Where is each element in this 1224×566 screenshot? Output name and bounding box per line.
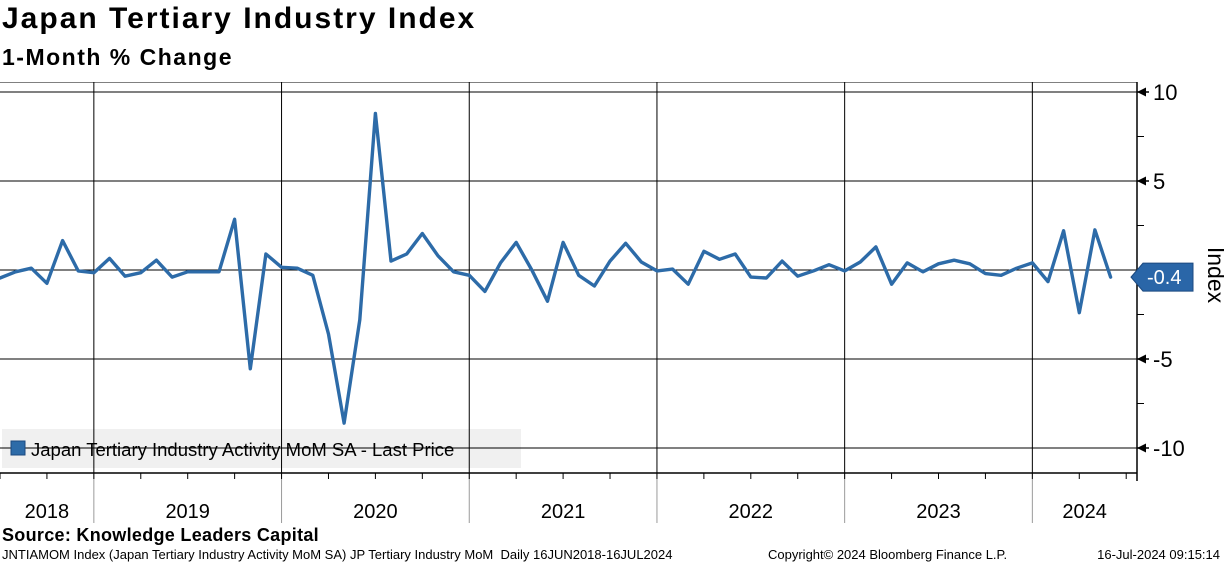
footer-timestamp: 16-Jul-2024 09:15:14 bbox=[1097, 547, 1220, 562]
year-label: 2019 bbox=[165, 501, 210, 523]
y-tick-label: 5 bbox=[1153, 169, 1165, 194]
year-label: 2023 bbox=[916, 501, 961, 523]
last-price-label: -0.4 bbox=[1147, 267, 1181, 289]
source-attribution: Source: Knowledge Leaders Capital bbox=[2, 525, 319, 545]
year-label: 2024 bbox=[1062, 501, 1107, 523]
year-label: 2021 bbox=[541, 501, 586, 523]
y-axis-title: Index bbox=[1203, 247, 1224, 304]
y-tick-label: -5 bbox=[1153, 347, 1173, 372]
chart-subtitle: 1-Month % Change bbox=[2, 44, 233, 70]
y-tick-label: -10 bbox=[1153, 436, 1185, 461]
y-tick-label: 10 bbox=[1153, 82, 1177, 105]
y-tick-arrow bbox=[1137, 443, 1146, 453]
series-line bbox=[0, 111, 1113, 425]
year-label: 2020 bbox=[353, 501, 398, 523]
y-tick-arrow bbox=[1137, 354, 1146, 364]
legend-label: Japan Tertiary Industry Activity MoM SA … bbox=[31, 439, 454, 460]
year-label: 2022 bbox=[729, 501, 774, 523]
chart-title: Japan Tertiary Industry Index bbox=[2, 2, 477, 35]
footer-copyright: Copyright© 2024 Bloomberg Finance L.P. bbox=[768, 547, 1008, 562]
chart-plot-area: 10 5 -5 -10 2018 2019 2020 2021 2022 2023 2024 -0.4… bbox=[0, 82, 1224, 523]
y-tick-arrow bbox=[1137, 176, 1146, 186]
last-price-badge bbox=[1130, 262, 1194, 292]
terminal-footer: JNTIAMOM Index (Japan Tertiary Industry … bbox=[0, 547, 1224, 565]
footer-ticker-info: JNTIAMOM Index (Japan Tertiary Industry … bbox=[2, 547, 673, 562]
legend-swatch bbox=[10, 440, 26, 456]
year-label: 2018 bbox=[25, 501, 70, 523]
y-tick-arrow bbox=[1137, 87, 1146, 97]
